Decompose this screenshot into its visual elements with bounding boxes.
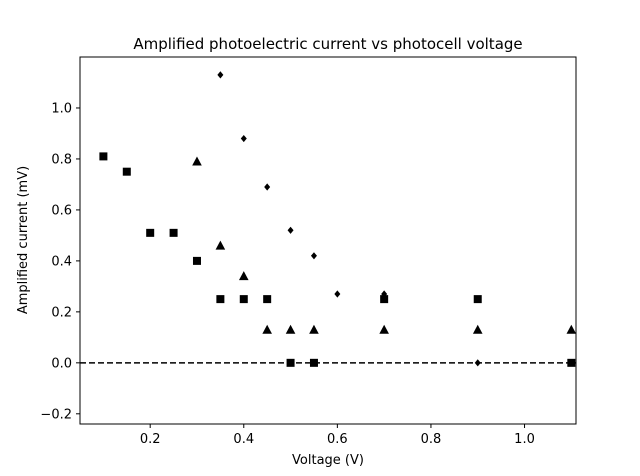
data-point-diamond <box>381 290 388 298</box>
data-point-diamond <box>287 226 294 234</box>
axes-frame <box>79 56 577 425</box>
data-point-square <box>263 295 272 304</box>
x-tick-label: 1.0 <box>514 432 535 447</box>
data-point-square <box>216 295 225 304</box>
data-point-triangle <box>285 324 296 334</box>
data-point-square <box>192 256 201 265</box>
chart-title: Amplified photoelectric current vs photo… <box>133 35 522 53</box>
y-tick-label: 0.8 <box>51 152 72 167</box>
y-tick-label: 0.4 <box>51 254 72 269</box>
x-tick-label: 0.4 <box>233 432 254 447</box>
y-tick-label: 0.2 <box>51 305 72 320</box>
data-point-diamond <box>334 290 341 298</box>
data-point-square <box>309 358 318 367</box>
data-point-diamond <box>474 359 481 367</box>
data-point-triangle <box>262 324 272 334</box>
data-point-diamond <box>240 134 247 143</box>
data-point-triangle <box>379 324 389 334</box>
data-point-diamond <box>217 71 224 79</box>
x-tick-label: 0.8 <box>421 432 442 447</box>
data-point-square <box>473 295 482 304</box>
data-point-square <box>567 358 576 367</box>
data-point-diamond <box>264 183 271 191</box>
data-point-triangle <box>192 156 202 166</box>
y-tick-label: 1.0 <box>51 101 72 116</box>
x-tick-label: 0.6 <box>327 432 348 447</box>
data-point-triangle <box>566 324 577 334</box>
data-point-diamond <box>310 252 317 260</box>
y-tick-label: 0.0 <box>51 356 72 371</box>
y-tick-label: 0.6 <box>51 203 72 218</box>
data-point-square <box>122 167 131 176</box>
data-point-square <box>99 152 108 161</box>
data-point-square <box>286 358 295 367</box>
data-point-triangle <box>309 324 319 334</box>
data-point-triangle <box>472 324 483 334</box>
y-tick-label: −0.2 <box>40 407 72 422</box>
data-point-square <box>380 295 389 304</box>
data-point-triangle <box>215 240 226 250</box>
data-point-triangle <box>238 271 249 281</box>
data-point-square <box>169 228 178 237</box>
data-point-square <box>239 295 248 304</box>
plot-area: 0.2 0.4 0.6 0.8 1.0 −0.2 0.0 0.2 0.4 0.6 0.8 1.0 <box>40 56 577 447</box>
data-point-square <box>146 228 155 237</box>
y-axis-label: Amplified current (mV) <box>16 166 31 314</box>
x-tick-label: 0.2 <box>140 432 161 447</box>
x-axis-label: Voltage (V) <box>292 453 364 468</box>
